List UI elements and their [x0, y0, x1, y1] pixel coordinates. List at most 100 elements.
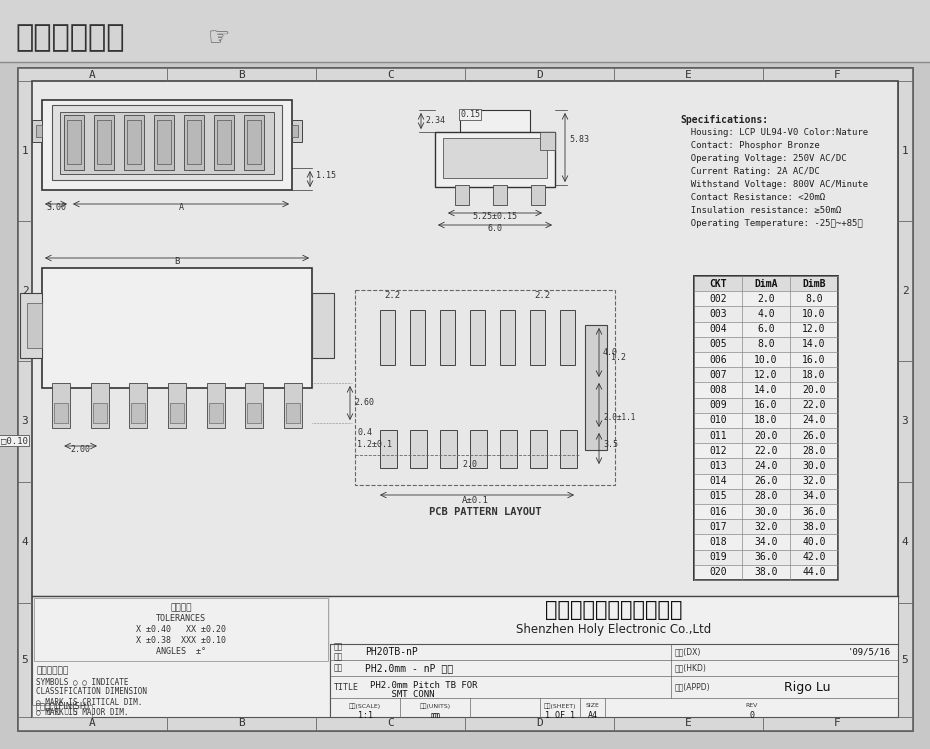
Bar	[694, 519, 838, 534]
Text: 深圳市宏利电子有限公司: 深圳市宏利电子有限公司	[545, 600, 683, 620]
Text: 5: 5	[901, 655, 909, 665]
Text: Operating Voltage: 250V AC/DC: Operating Voltage: 250V AC/DC	[680, 154, 846, 163]
Text: DimA: DimA	[754, 279, 777, 288]
Bar	[214, 115, 234, 170]
Text: 4.0: 4.0	[757, 309, 775, 319]
Bar	[694, 398, 838, 413]
Text: 12.0: 12.0	[803, 324, 826, 334]
Text: A: A	[179, 203, 183, 212]
Text: 5: 5	[21, 655, 29, 665]
Text: PCB PATTERN LAYOUT: PCB PATTERN LAYOUT	[429, 507, 541, 517]
Bar	[217, 120, 231, 164]
Text: 改  变  事  项: 改 变 事 项	[46, 708, 77, 715]
Bar	[34, 598, 328, 661]
Bar	[470, 430, 487, 468]
Bar	[52, 383, 71, 428]
Bar	[355, 290, 615, 485]
Bar	[694, 383, 838, 398]
Bar	[286, 403, 299, 423]
Bar	[500, 310, 515, 365]
Text: B: B	[174, 257, 179, 266]
Text: 6.0: 6.0	[487, 224, 502, 233]
Bar	[292, 125, 298, 137]
Text: C: C	[387, 70, 394, 79]
Text: PH2.0mm - nP 居贴: PH2.0mm - nP 居贴	[365, 663, 453, 673]
Text: 3.5: 3.5	[603, 440, 618, 449]
Text: 1: 1	[901, 146, 909, 156]
Text: Withstand Voltage: 800V AC/Minute: Withstand Voltage: 800V AC/Minute	[680, 180, 868, 189]
Bar	[18, 81, 32, 717]
Bar	[560, 430, 577, 468]
Bar	[168, 383, 186, 428]
Text: 检验尺寸标示: 检验尺寸标示	[36, 666, 68, 675]
Text: 4: 4	[901, 537, 909, 547]
Bar	[493, 185, 507, 205]
Bar	[694, 443, 838, 458]
Bar	[18, 717, 912, 730]
Text: 42.0: 42.0	[803, 552, 826, 562]
Bar	[131, 403, 145, 423]
Text: 3: 3	[21, 416, 29, 426]
Bar	[694, 458, 838, 473]
Text: 34.0: 34.0	[754, 537, 777, 547]
Bar	[67, 120, 81, 164]
Text: 1:1: 1:1	[357, 711, 373, 720]
Bar	[380, 430, 397, 468]
Bar	[694, 489, 838, 504]
Text: 2: 2	[901, 286, 909, 296]
Bar	[694, 291, 838, 306]
Text: 18.0: 18.0	[754, 416, 777, 425]
Text: 015: 015	[710, 491, 727, 501]
Bar	[410, 430, 427, 468]
Bar	[244, 115, 264, 170]
Text: 26.0: 26.0	[803, 431, 826, 440]
Bar	[694, 565, 838, 580]
Text: 2.00: 2.00	[71, 445, 90, 454]
Text: 4.0: 4.0	[603, 348, 618, 357]
Text: mm: mm	[430, 711, 440, 720]
Text: 020: 020	[710, 568, 727, 577]
Text: PH20TB-nP: PH20TB-nP	[365, 647, 418, 657]
Bar	[694, 367, 838, 383]
Text: 32.0: 32.0	[803, 476, 826, 486]
Text: 40.0: 40.0	[803, 537, 826, 547]
Text: E: E	[685, 70, 692, 79]
Bar	[32, 81, 898, 717]
Text: DimB: DimB	[803, 279, 826, 288]
Bar	[694, 306, 838, 321]
Text: TOLERANCES: TOLERANCES	[156, 614, 206, 623]
Bar	[54, 403, 68, 423]
Text: 30.0: 30.0	[803, 461, 826, 471]
Bar	[93, 403, 107, 423]
Text: 36.0: 36.0	[754, 552, 777, 562]
Text: B: B	[238, 70, 245, 79]
Text: 0.4: 0.4	[357, 428, 372, 437]
Text: 22.0: 22.0	[803, 400, 826, 410]
Bar	[247, 120, 261, 164]
Text: 10.0: 10.0	[803, 309, 826, 319]
Text: Contact Resistance: <20mΩ: Contact Resistance: <20mΩ	[680, 193, 825, 202]
Text: 6.0: 6.0	[757, 324, 775, 334]
Bar	[94, 115, 114, 170]
Text: 006: 006	[710, 354, 727, 365]
Text: A4: A4	[588, 711, 597, 720]
Text: 在线图纸下载: 在线图纸下载	[15, 23, 125, 52]
Text: 2.0±1.1: 2.0±1.1	[603, 413, 635, 422]
Text: 008: 008	[710, 385, 727, 395]
Text: 16.0: 16.0	[803, 354, 826, 365]
Text: 28.0: 28.0	[754, 491, 777, 501]
Text: 014: 014	[710, 476, 727, 486]
Bar	[246, 383, 263, 428]
Bar	[312, 293, 334, 358]
Text: 20.0: 20.0	[803, 385, 826, 395]
Text: 22.0: 22.0	[754, 446, 777, 456]
Text: F: F	[834, 718, 841, 729]
Bar	[32, 705, 92, 717]
Text: TITLE: TITLE	[334, 682, 359, 691]
Bar	[585, 325, 607, 450]
Text: 20.0: 20.0	[754, 431, 777, 440]
Bar	[470, 310, 485, 365]
Text: 审核(HKD): 审核(HKD)	[675, 664, 707, 673]
Text: □0.10: □0.10	[1, 436, 28, 445]
Bar	[694, 550, 838, 565]
